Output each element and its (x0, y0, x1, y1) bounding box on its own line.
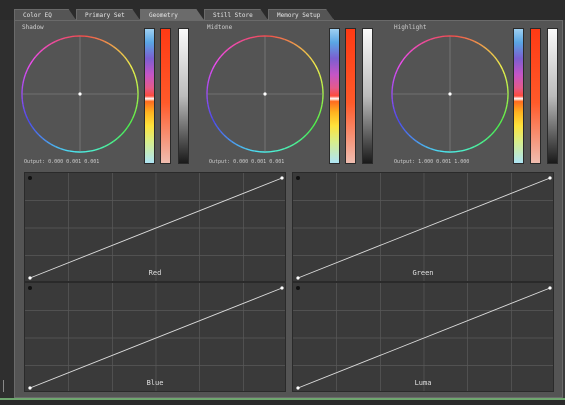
tab-bar: Color EQ Primary Set Geometry Still Stor… (0, 0, 565, 20)
curve-control-point (28, 386, 32, 390)
curve-red-corner-dot (28, 176, 32, 180)
scroll-marker[interactable] (3, 380, 10, 392)
curve-blue-corner-dot (28, 286, 32, 290)
bottom-bar (0, 400, 565, 405)
saturation-bar-midtone[interactable] (345, 28, 356, 164)
wheel-highlight-output: Output: 1.000 0.001 1.000 (394, 159, 470, 165)
curve-red-label: Red (148, 269, 162, 277)
wheel-center-point (448, 92, 452, 96)
saturation-bar-shadow[interactable] (160, 28, 171, 164)
curve-green-graph[interactable] (293, 173, 554, 282)
color-wheel-shadow[interactable] (18, 32, 142, 156)
curve-blue-label: Blue (146, 379, 164, 387)
left-edge-strip (0, 20, 14, 398)
curve-red[interactable]: Red (24, 172, 286, 282)
tab-memory-setup[interactable]: Memory Setup (268, 9, 334, 20)
curve-green-corner-dot (296, 176, 300, 180)
luma-bar-shadow[interactable] (178, 28, 189, 164)
curve-luma[interactable]: Luma (292, 282, 554, 392)
wheel-shadow-label: Shadow (22, 24, 44, 31)
saturation-bar-highlight[interactable] (530, 28, 541, 164)
curve-luma-label: Luma (414, 379, 432, 387)
curve-control-point (548, 176, 552, 180)
curve-control-point (280, 176, 284, 180)
hue-bar-highlight[interactable] (513, 28, 524, 164)
wheel-midtone-output: Output: 0.000 0.001 0.001 (209, 159, 285, 165)
color-wheel-midtone[interactable] (203, 32, 327, 156)
wheel-center-point (263, 92, 267, 96)
curve-blue[interactable]: Blue (24, 282, 286, 392)
hue-bar-midtone[interactable] (329, 28, 340, 164)
curve-luma-graph[interactable] (293, 283, 554, 392)
tab-color-eq[interactable]: Color EQ (14, 9, 76, 20)
curve-blue-graph[interactable] (25, 283, 286, 392)
curve-green-label: Green (412, 269, 434, 277)
wheel-center-point (78, 92, 82, 96)
curve-line (297, 177, 551, 279)
status-line (0, 398, 565, 400)
curve-green[interactable]: Green (292, 172, 554, 282)
hue-bar-shadow[interactable] (144, 28, 155, 164)
wheel-midtone-label: Midtone (207, 24, 233, 31)
wheel-highlight-label: Highlight (394, 24, 427, 31)
curve-line (29, 177, 283, 279)
wheel-shadow-output: Output: 0.000 0.001 0.001 (24, 159, 100, 165)
curve-control-point (28, 276, 32, 280)
color-wheel-highlight[interactable] (388, 32, 512, 156)
tab-geometry[interactable]: Geometry (140, 9, 204, 20)
curve-control-point (296, 386, 300, 390)
curve-line (29, 287, 283, 389)
tab-still-store[interactable]: Still Store (204, 9, 268, 20)
luma-bar-highlight[interactable] (547, 28, 558, 164)
curve-control-point (280, 286, 284, 290)
luma-bar-midtone[interactable] (362, 28, 373, 164)
curve-red-graph[interactable] (25, 173, 286, 282)
curve-control-point (548, 286, 552, 290)
curve-line (297, 287, 551, 389)
curve-control-point (296, 276, 300, 280)
curve-luma-corner-dot (296, 286, 300, 290)
tab-primary-set[interactable]: Primary Set (76, 9, 140, 20)
